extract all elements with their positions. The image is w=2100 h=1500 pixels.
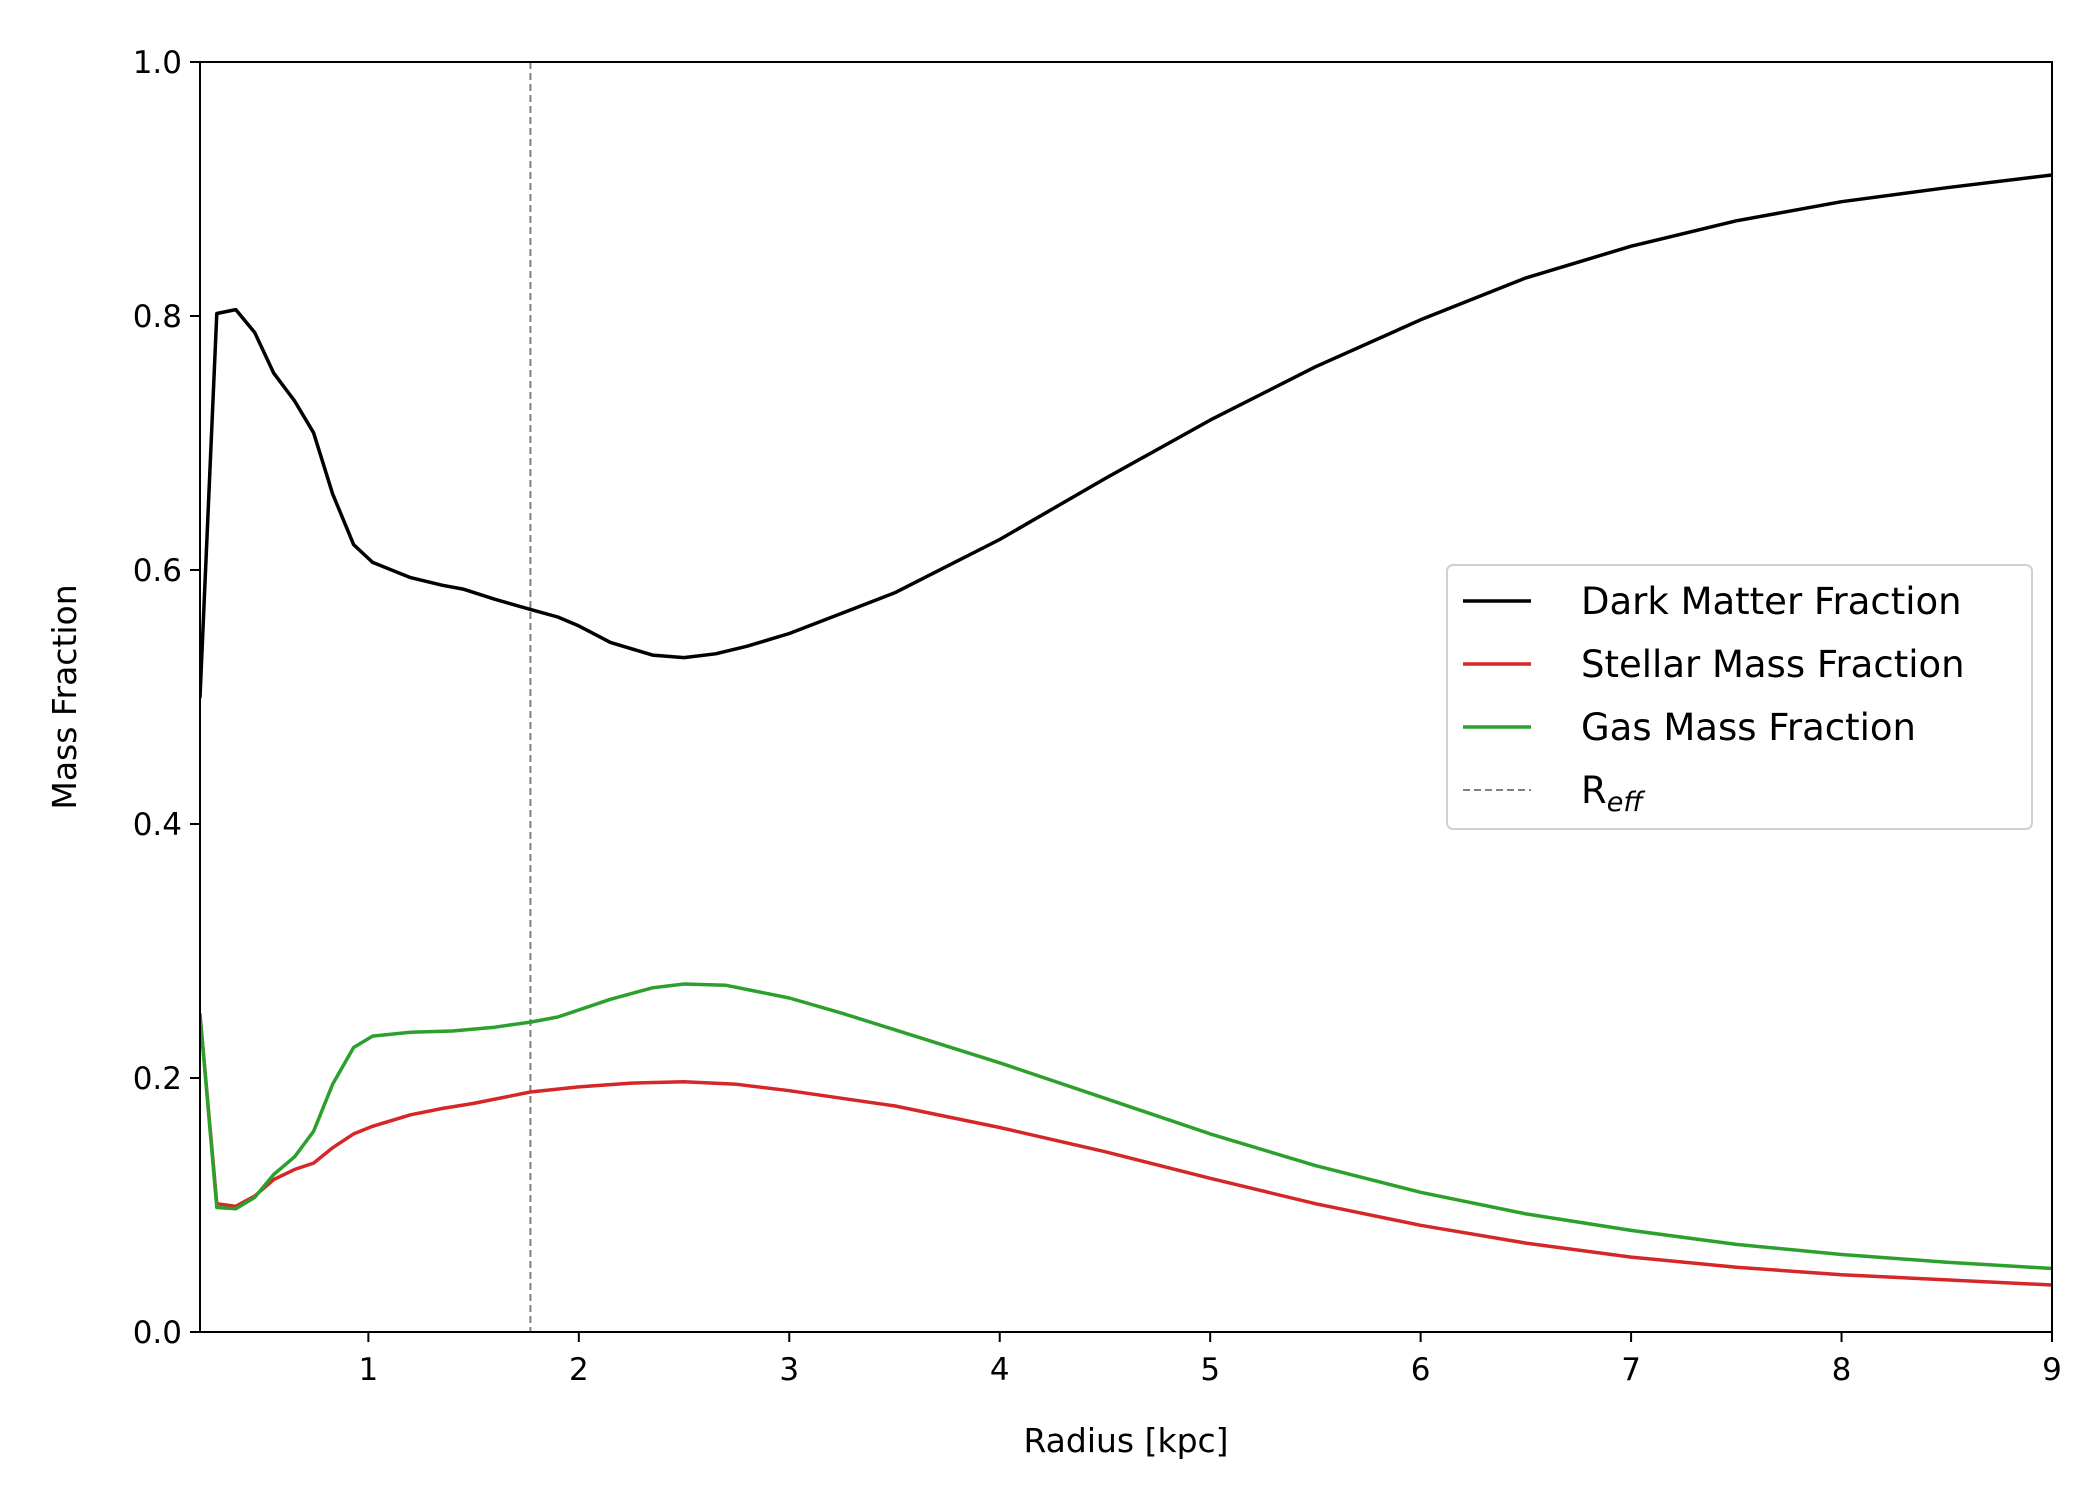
y-tick-label: 0.2 <box>133 1061 182 1097</box>
y-tick-label: 0.0 <box>133 1315 182 1351</box>
x-tick-label: 8 <box>1832 1352 1852 1388</box>
x-tick-label: 2 <box>569 1352 589 1388</box>
series-line-dark-matter-fraction <box>200 173 2052 699</box>
x-tick-label: 6 <box>1411 1352 1431 1388</box>
legend-label: Reff <box>1581 769 1645 818</box>
axis-ticks: 1 2 3 4 5 6 7 8 9 0.0 0.2 0.4 0.6 0.8 1.0 <box>133 45 2062 1388</box>
x-tick-label: 1 <box>358 1352 378 1388</box>
legend-label: Stellar Mass Fraction <box>1581 643 1965 686</box>
x-axis-label: Radius [kpc] <box>1023 1421 1228 1460</box>
series-line-stellar-mass-fraction <box>200 1012 2052 1287</box>
y-axis-label: Mass Fraction <box>45 584 84 809</box>
y-tick-label: 0.6 <box>133 553 182 589</box>
x-tick-label: 7 <box>1621 1352 1641 1388</box>
y-tick-label: 0.8 <box>133 299 182 335</box>
x-tick-label: 4 <box>990 1352 1010 1388</box>
y-tick-label: 0.4 <box>133 807 182 843</box>
y-tick-label: 1.0 <box>133 45 182 81</box>
legend-box <box>1446 564 2033 830</box>
series-line-gas-mass-fraction <box>200 982 2052 1271</box>
plot-series <box>200 62 2052 1332</box>
legend-label: Dark Matter Fraction <box>1581 580 1962 623</box>
x-tick-label: 9 <box>2042 1352 2062 1388</box>
x-tick-label: 3 <box>779 1352 799 1388</box>
legend-label: Gas Mass Fraction <box>1581 706 1916 749</box>
x-tick-label: 5 <box>1200 1352 1220 1388</box>
plot-frame <box>199 61 2053 1333</box>
legend: Dark Matter Fraction Stellar Mass Fractio… <box>1446 564 2033 830</box>
